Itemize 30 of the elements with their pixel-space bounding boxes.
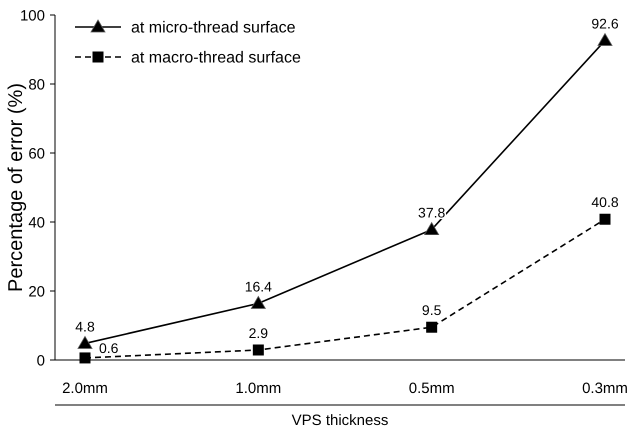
data-label: 40.8 (591, 194, 619, 210)
y-tick-label: 60 (28, 145, 45, 162)
y-tick-label: 0 (36, 352, 45, 370)
data-label: 4.8 (75, 318, 95, 334)
data-label: 9.5 (422, 302, 442, 318)
data-label: 37.8 (418, 204, 446, 221)
y-tick-label: 40 (28, 214, 45, 232)
x-axis-title: VPS thickness (292, 412, 388, 429)
data-label: 92.6 (591, 16, 619, 32)
data-label: 16.4 (244, 278, 272, 294)
y-tick-label: 100 (20, 7, 45, 24)
x-tick-label: 1.0mm (235, 380, 282, 397)
x-tick-label: 2.0mm (62, 380, 108, 397)
point (426, 322, 438, 333)
data-label: 0.6 (99, 340, 119, 356)
legend-label: at macro-thread surface (131, 50, 301, 67)
point (598, 33, 612, 46)
point (250, 296, 266, 309)
y-tick-label: 20 (28, 283, 45, 300)
y-axis-title: Percentage of error (%) (5, 83, 27, 292)
point (78, 336, 92, 349)
y-tick-label: 80 (28, 76, 45, 94)
x-tick-label: 0.3mm (582, 380, 628, 397)
point (424, 222, 440, 235)
x-tick-label: 0.5mm (408, 380, 455, 397)
point (252, 344, 264, 356)
data-label: 2.9 (248, 324, 268, 341)
point (80, 352, 90, 364)
legend-label: at micro-thread surface (131, 20, 296, 37)
point (600, 214, 610, 225)
